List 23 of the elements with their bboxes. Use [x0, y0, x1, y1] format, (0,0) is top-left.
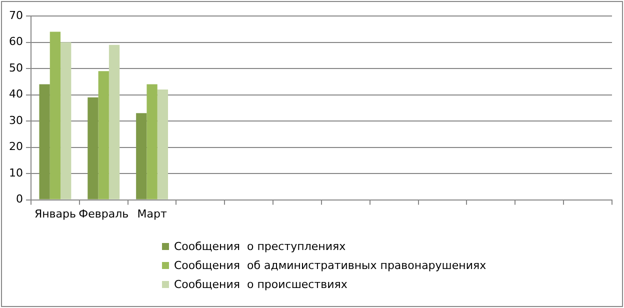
bar: [157, 90, 168, 200]
bar: [50, 32, 61, 200]
y-tick-label: 20: [8, 140, 23, 154]
bar: [60, 42, 72, 200]
y-tick-label: 50: [8, 61, 23, 74]
y-tick-label: 60: [8, 35, 23, 48]
legend-label: Сообщения об административных правонарушениях: [174, 259, 486, 272]
bar: [108, 44, 120, 200]
x-tick-label: Январь: [34, 207, 76, 220]
legend-label: Сообщения о происшествиях: [174, 278, 348, 291]
legend-label: Сообщения о преступлениях: [174, 240, 346, 253]
bar: [88, 97, 98, 200]
bar: [136, 113, 147, 200]
bar: [39, 84, 50, 200]
y-tick-label: 70: [8, 8, 23, 22]
x-tick-label: Февраль: [78, 207, 129, 220]
y-tick-label: 0: [16, 192, 23, 206]
bar: [98, 71, 109, 200]
y-tick-label: 10: [8, 166, 23, 180]
y-tick-label: 40: [8, 88, 23, 101]
bar: [146, 84, 158, 200]
x-tick-label: Март: [137, 207, 168, 220]
y-tick-label: 30: [8, 114, 23, 127]
